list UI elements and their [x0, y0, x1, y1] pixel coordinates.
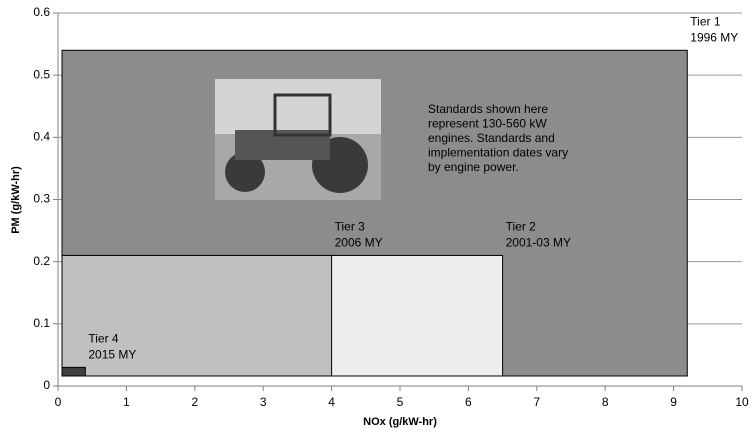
tier-box [62, 367, 85, 376]
y-tick-label: 0.6 [33, 5, 50, 19]
x-tick-label: 0 [55, 395, 62, 409]
tier-name: Tier 3 [335, 220, 366, 234]
x-tick-label: 5 [397, 395, 404, 409]
x-tick-label: 8 [602, 395, 609, 409]
x-axis-label: NOx (g/kW-hr) [363, 416, 437, 428]
x-tick-label: 4 [328, 395, 335, 409]
tier-name: Tier 1 [690, 14, 721, 28]
y-tick-label: 0.3 [33, 192, 50, 206]
x-tick-label: 9 [670, 395, 677, 409]
tier-name: Tier 4 [88, 332, 119, 346]
x-tick-label: 6 [465, 395, 472, 409]
y-tick-label: 0 [43, 378, 50, 392]
x-tick-label: 10 [735, 395, 749, 409]
tier-label: 1996 MY [690, 30, 738, 44]
tier-label: 2001-03 MY [506, 236, 571, 250]
y-tick-label: 0.4 [33, 130, 50, 144]
annotation: represent 130-560 kW [428, 117, 547, 131]
annotation: engines. Standards and [428, 131, 555, 145]
y-tick-label: 0.5 [33, 67, 50, 81]
annotation: Standards shown here [428, 102, 548, 116]
chart: NOx (g/kW-hr) PM (g/kW-hr) 0 0.1 0.2 0.3 0.4… [0, 0, 752, 434]
y-axis-label: PM (g/kW-hr) [10, 166, 22, 234]
y-tick-label: 0.1 [33, 316, 50, 330]
annotation: implementation dates vary [428, 146, 568, 160]
tier-label: 2015 MY [88, 348, 136, 362]
x-tick-label: 1 [123, 395, 130, 409]
annotation: by engine power. [428, 160, 519, 174]
x-tick-label: 2 [191, 395, 198, 409]
x-tick-label: 3 [260, 395, 267, 409]
sky [215, 79, 381, 134]
tier-label: 2006 MY [335, 236, 383, 250]
y-tick-label: 0.2 [33, 254, 50, 268]
x-tick-label: 7 [533, 395, 540, 409]
page: NOx (g/kW-hr) PM (g/kW-hr) 0 0.1 0.2 0.3 0.4… [0, 0, 752, 439]
tier-name: Tier 2 [506, 220, 537, 234]
